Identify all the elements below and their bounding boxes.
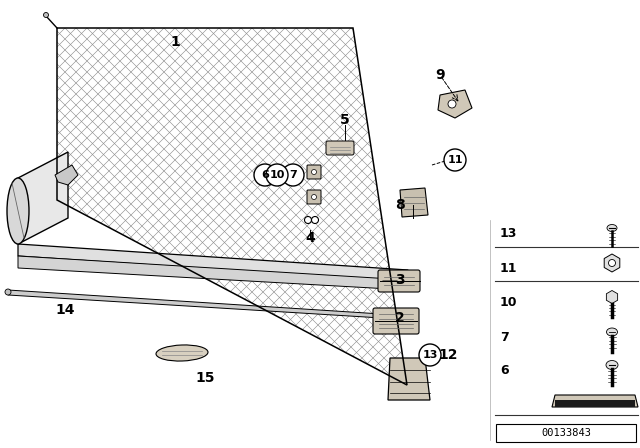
Text: 7: 7 (500, 331, 509, 344)
Polygon shape (388, 358, 430, 400)
Text: 6: 6 (500, 363, 509, 376)
Text: 00133843: 00133843 (541, 428, 591, 438)
Text: 14: 14 (55, 303, 75, 317)
Text: 12: 12 (438, 348, 458, 362)
FancyBboxPatch shape (373, 308, 419, 334)
Text: 2: 2 (395, 311, 405, 325)
Polygon shape (57, 28, 407, 385)
Circle shape (305, 216, 312, 224)
Polygon shape (18, 244, 408, 282)
Circle shape (5, 289, 11, 295)
Ellipse shape (156, 345, 208, 361)
Polygon shape (400, 188, 428, 217)
Polygon shape (8, 290, 398, 319)
Text: 13: 13 (422, 350, 438, 360)
Polygon shape (18, 152, 68, 244)
Circle shape (312, 216, 319, 224)
Circle shape (282, 164, 304, 186)
Circle shape (312, 194, 317, 199)
Text: 10: 10 (269, 170, 285, 180)
Ellipse shape (607, 224, 617, 232)
Circle shape (312, 169, 317, 175)
Text: 11: 11 (500, 262, 518, 275)
Text: 5: 5 (340, 113, 350, 127)
Ellipse shape (606, 361, 618, 370)
Circle shape (44, 13, 49, 17)
Text: 10: 10 (500, 296, 518, 309)
Polygon shape (552, 395, 638, 407)
Text: 11: 11 (447, 155, 463, 165)
Text: 4: 4 (305, 231, 315, 245)
Text: 3: 3 (395, 273, 405, 287)
Text: 8: 8 (395, 198, 405, 212)
Circle shape (444, 149, 466, 171)
FancyBboxPatch shape (326, 141, 354, 155)
FancyBboxPatch shape (307, 165, 321, 179)
Polygon shape (55, 165, 78, 185)
FancyBboxPatch shape (307, 190, 321, 204)
Ellipse shape (7, 178, 29, 244)
Polygon shape (438, 90, 472, 118)
Circle shape (254, 164, 276, 186)
Text: 1: 1 (170, 35, 180, 49)
FancyBboxPatch shape (378, 270, 420, 292)
FancyBboxPatch shape (496, 424, 636, 442)
Polygon shape (555, 400, 635, 407)
Text: 9: 9 (435, 68, 445, 82)
Text: 15: 15 (195, 371, 215, 385)
Circle shape (448, 100, 456, 108)
Text: 13: 13 (500, 227, 517, 240)
Circle shape (609, 259, 616, 267)
Circle shape (266, 164, 288, 186)
Text: 6: 6 (261, 170, 269, 180)
Polygon shape (18, 256, 408, 290)
Text: 7: 7 (289, 170, 297, 180)
Circle shape (419, 344, 441, 366)
Ellipse shape (607, 328, 618, 336)
